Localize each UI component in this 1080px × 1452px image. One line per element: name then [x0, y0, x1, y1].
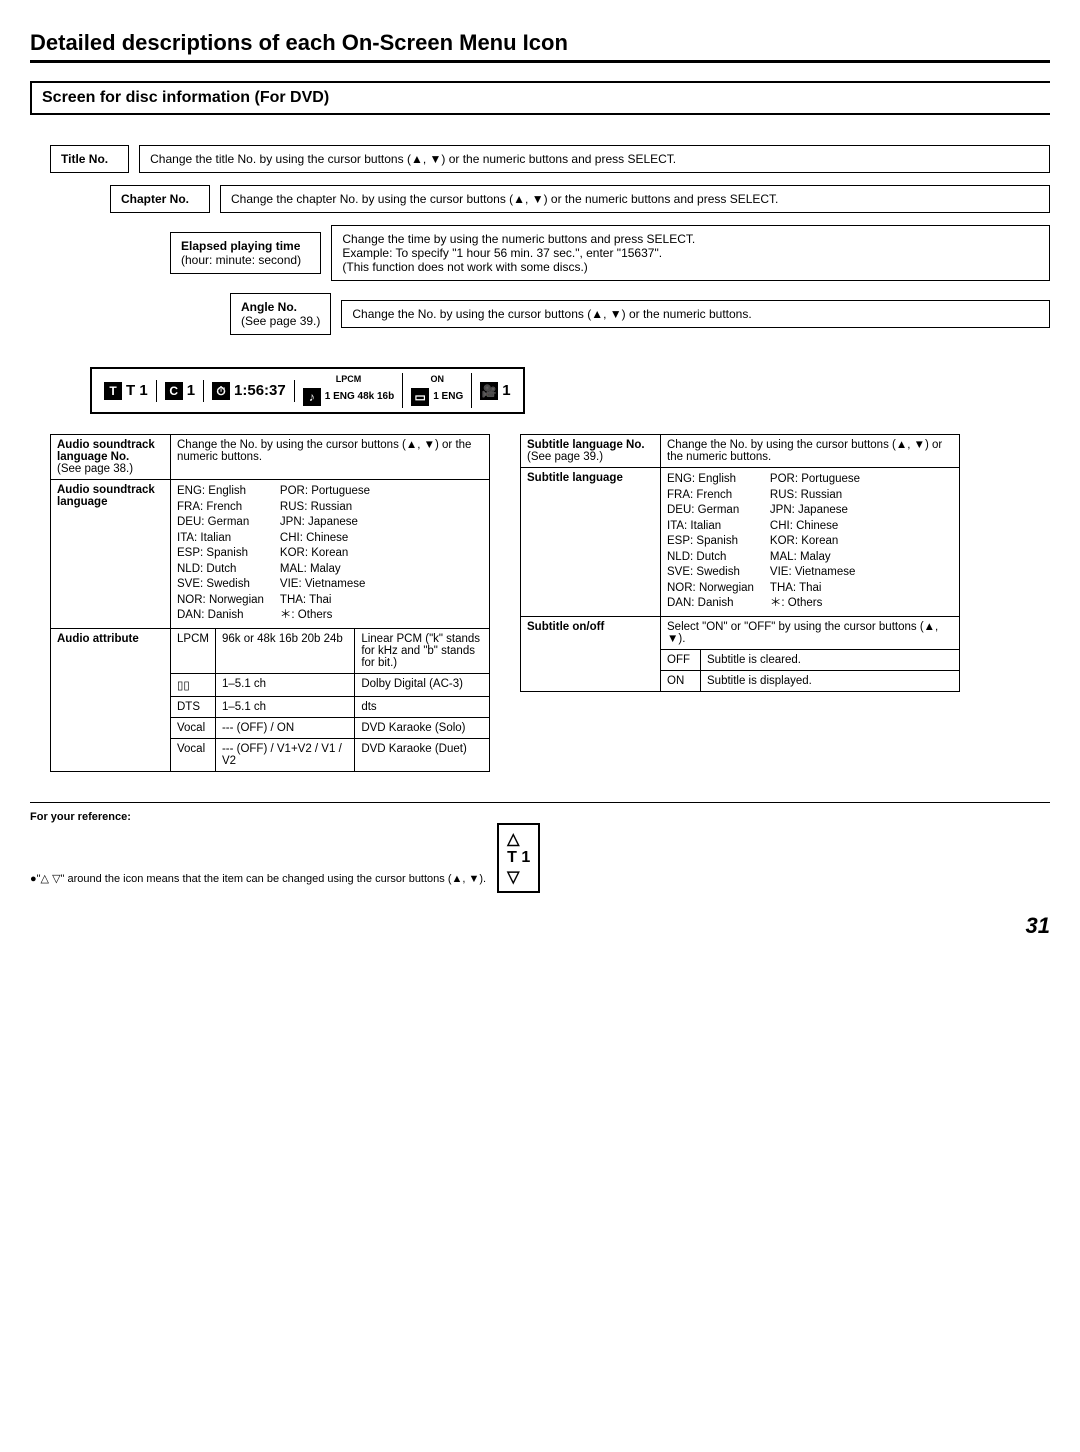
- angle-desc: Change the No. by using the cursor butto…: [341, 300, 1050, 328]
- audio-icon: ♪: [303, 388, 321, 406]
- sub-on-desc: Subtitle is displayed.: [701, 670, 960, 691]
- section-header: Screen for disc information (For DVD): [30, 81, 1050, 115]
- audio-table: Audio soundtrack language No. (See page …: [50, 434, 490, 772]
- attr-c1-3: Vocal: [171, 717, 216, 738]
- page-title: Detailed descriptions of each On-Screen …: [30, 30, 1050, 63]
- elapsed-label: Elapsed playing time: [181, 239, 300, 253]
- attr-c2-1: 1–5.1 ch: [215, 673, 354, 696]
- osd-sub-line: 1 ENG: [433, 392, 463, 402]
- title-no-label: Title No.: [61, 152, 108, 166]
- osd-audio-top: LPCM: [336, 375, 362, 384]
- chapter-icon: C: [165, 382, 183, 400]
- title-icon: T: [104, 382, 122, 400]
- angle-sublabel: (See page 39.): [241, 314, 320, 328]
- audio-lang-no-sub: (See page 38.): [57, 463, 133, 475]
- clock-icon: ⏱: [212, 382, 230, 400]
- title-no-box: Title No.: [50, 145, 129, 173]
- sub-lang-no-sub: (See page 39.): [527, 451, 603, 463]
- sub-lang-no-label: Subtitle language No.: [527, 439, 645, 451]
- chapter-no-box: Chapter No.: [110, 185, 210, 213]
- attr-c2-4: --- (OFF) / V1+V2 / V1 / V2: [215, 738, 354, 771]
- osd-angle: 1: [502, 382, 510, 399]
- audio-attr-label: Audio attribute: [57, 633, 139, 645]
- angle-label: Angle No.: [241, 300, 297, 314]
- sub-langs-right: POR: PortugueseRUS: RussianJPN: Japanese…: [770, 472, 860, 612]
- attr-c3-3: DVD Karaoke (Solo): [355, 717, 490, 738]
- audio-lang-label: Audio soundtrack language: [57, 484, 155, 508]
- osd-title: T 1: [126, 382, 148, 399]
- audio-langs-right: POR: PortugueseRUS: RussianJPN: Japanese…: [280, 484, 370, 624]
- sub-lang-label: Subtitle language: [527, 472, 623, 484]
- sub-langs-left: ENG: EnglishFRA: FrenchDEU: GermanITA: I…: [667, 472, 754, 612]
- sub-on-label: ON: [661, 670, 701, 691]
- attr-c3-2: dts: [355, 696, 490, 717]
- audio-lang-no-label: Audio soundtrack language No.: [57, 439, 155, 463]
- attr-c1-1: ▯▯: [171, 673, 216, 696]
- elapsed-sublabel: (hour: minute: second): [181, 253, 310, 267]
- angle-box: Angle No. (See page 39.): [230, 293, 331, 335]
- attr-c2-2: 1–5.1 ch: [215, 696, 354, 717]
- sub-off-label: OFF: [661, 649, 701, 670]
- ref-icon: △T 1▽: [497, 823, 540, 893]
- chapter-no-label: Chapter No.: [121, 192, 189, 206]
- osd-sub-top: ON: [430, 375, 444, 384]
- osd-time: 1:56:37: [234, 382, 286, 399]
- attr-c1-2: DTS: [171, 696, 216, 717]
- attr-c3-4: DVD Karaoke (Duet): [355, 738, 490, 771]
- attr-c2-0: 96k or 48k: [222, 633, 276, 645]
- attr-c3-0: Linear PCM ("k" stands for kHz and "b" s…: [355, 628, 490, 673]
- attr-c2b-0: 16b 20b 24b: [279, 633, 343, 645]
- attr-c1-4: Vocal: [171, 738, 216, 771]
- attr-c1-0: LPCM: [171, 628, 216, 673]
- footnote-title: For your reference:: [30, 811, 131, 823]
- sub-onoff-label: Subtitle on/off: [527, 621, 604, 633]
- audio-langs-left: ENG: EnglishFRA: FrenchDEU: GermanITA: I…: [177, 484, 264, 624]
- footnote-text: ●"△ ▽" around the icon means that the it…: [30, 873, 486, 885]
- footnote: For your reference: ●"△ ▽" around the ic…: [30, 802, 1050, 893]
- elapsed-desc: Change the time by using the numeric but…: [331, 225, 1050, 281]
- attr-c2-3: --- (OFF) / ON: [215, 717, 354, 738]
- osd-bar: TT 1 C1 ⏱1:56:37 LPCM ♪1 ENG 48k 16b ON …: [90, 367, 525, 414]
- subtitle-icon: ▭: [411, 388, 429, 406]
- title-no-desc: Change the title No. by using the cursor…: [139, 145, 1050, 173]
- sub-off-desc: Subtitle is cleared.: [701, 649, 960, 670]
- audio-lang-no-desc: Change the No. by using the cursor butto…: [171, 435, 490, 480]
- osd-chapter: 1: [187, 382, 195, 399]
- sub-lang-no-desc: Change the No. by using the cursor butto…: [661, 435, 960, 468]
- chapter-no-desc: Change the chapter No. by using the curs…: [220, 185, 1050, 213]
- angle-icon: 🎥: [480, 382, 498, 400]
- elapsed-box: Elapsed playing time (hour: minute: seco…: [170, 232, 321, 274]
- sub-onoff-desc: Select "ON" or "OFF" by using the cursor…: [661, 616, 960, 649]
- page-number: 31: [30, 913, 1050, 939]
- osd-audio-line: 1 ENG 48k 16b: [325, 392, 394, 402]
- subtitle-table: Subtitle language No. (See page 39.) Cha…: [520, 434, 960, 692]
- attr-c3-1: Dolby Digital (AC-3): [355, 673, 490, 696]
